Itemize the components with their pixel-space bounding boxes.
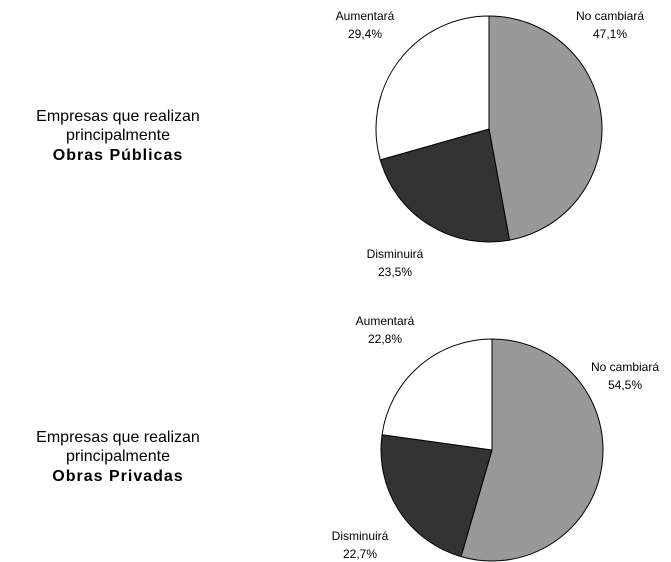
- slice-value-label: 22,7%: [343, 547, 377, 561]
- side-title: Empresas que realizan: [36, 108, 200, 125]
- side-title: Obras Privadas: [52, 468, 183, 485]
- pie-slice: [380, 434, 493, 558]
- slice-label: Aumentará: [356, 314, 415, 328]
- slice-value-label: 47,1%: [593, 27, 627, 41]
- side-title: principalmente: [66, 127, 170, 144]
- slice-label: Disminuirá: [332, 529, 389, 543]
- side-title: Obras Públicas: [53, 147, 184, 164]
- slice-value-label: 23,5%: [378, 265, 412, 279]
- pie-slice: [488, 15, 603, 241]
- side-title: principalmente: [66, 448, 170, 465]
- slice-label: Disminuirá: [367, 247, 424, 261]
- pie-slice: [381, 338, 493, 451]
- pie-slice: [379, 128, 511, 243]
- slice-value-label: 29,4%: [348, 27, 382, 41]
- slice-value-label: 54,5%: [608, 378, 642, 392]
- side-title: Empresas que realizan: [36, 429, 200, 446]
- pie-slice: [375, 15, 490, 161]
- slice-label: No cambiará: [591, 360, 659, 374]
- slice-value-label: 22,8%: [368, 332, 402, 346]
- slice-label: Aumentará: [336, 9, 395, 23]
- pie-slice: [460, 338, 604, 562]
- slice-label: No cambiará: [576, 9, 644, 23]
